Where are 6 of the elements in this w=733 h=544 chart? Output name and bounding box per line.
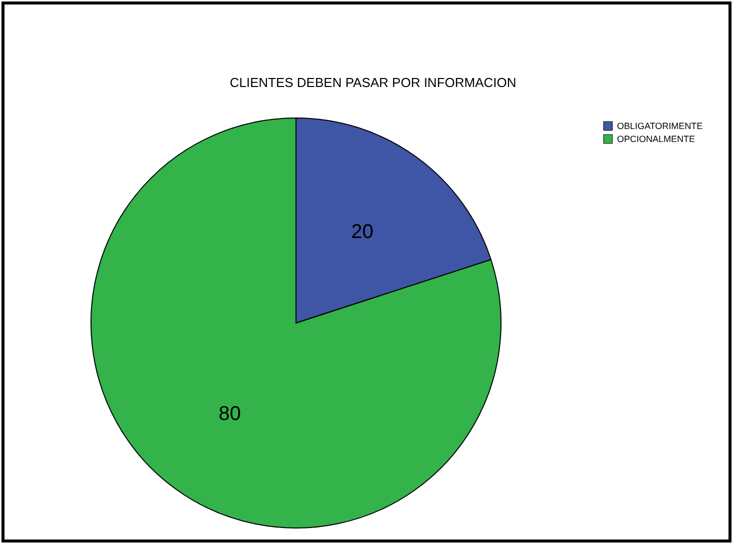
chart-title: CLIENTES DEBEN PASAR POR INFORMACION bbox=[230, 75, 516, 90]
data-label: 20 bbox=[351, 220, 374, 243]
legend-label: OPCIONALMENTE bbox=[617, 134, 696, 144]
data-label: 80 bbox=[218, 403, 241, 426]
legend-label: OBLIGATORIMENTE bbox=[617, 121, 703, 131]
pie-slice bbox=[90, 118, 502, 528]
